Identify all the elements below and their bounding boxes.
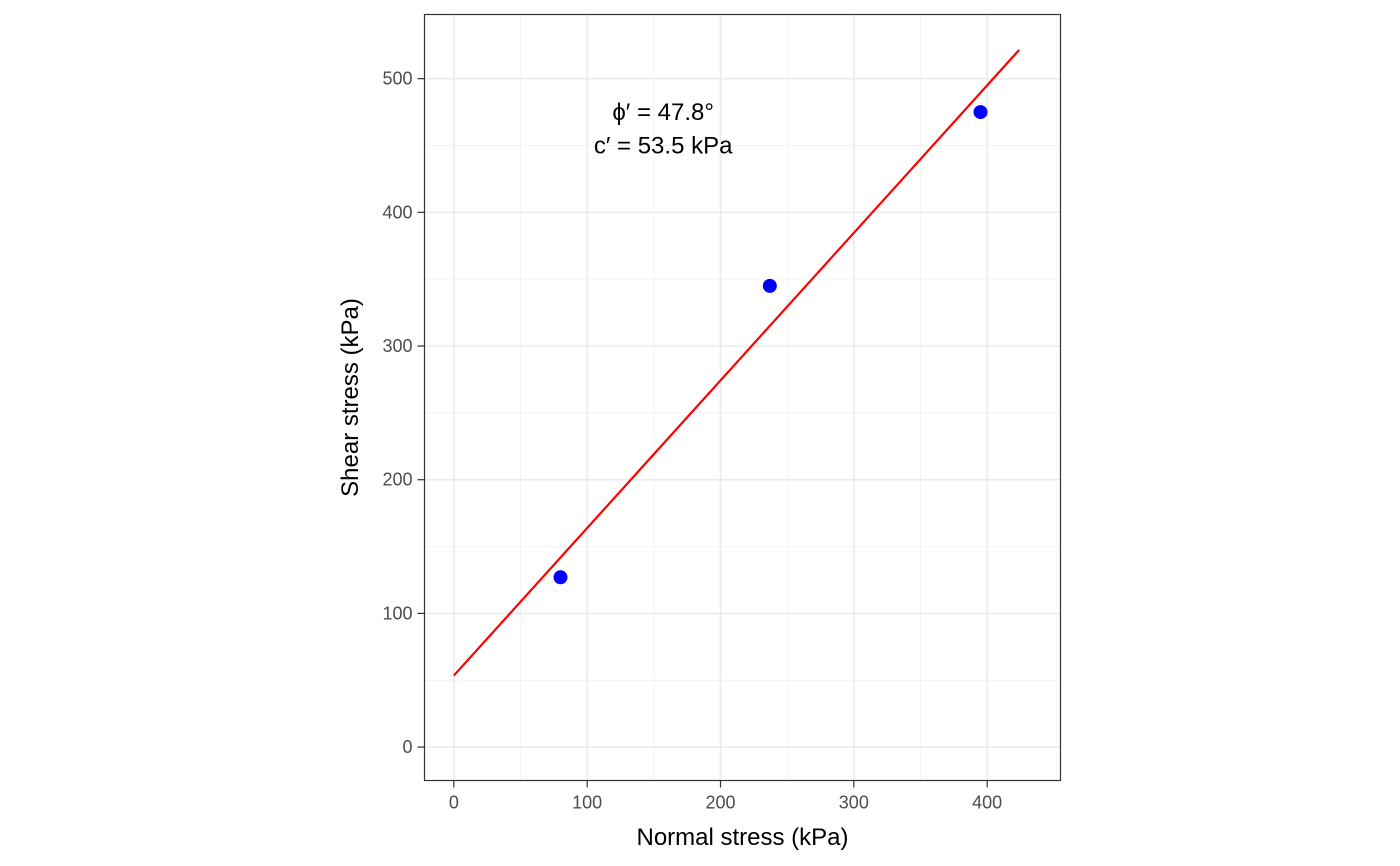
y-tick-label: 500 — [382, 69, 412, 89]
y-tick-label: 200 — [382, 470, 412, 490]
y-axis-ticks: 0 100 200 300 400 500 — [382, 69, 425, 757]
major-gridlines — [424, 14, 1061, 781]
y-tick-label: 0 — [402, 737, 412, 757]
x-tick-label: 0 — [449, 793, 459, 813]
y-axis-title: Shear stress (kPa) — [337, 298, 364, 497]
plot-panel-border — [423, 13, 1062, 782]
y-tick-label: 300 — [382, 336, 412, 356]
friction-angle-label: ϕ′ = 47.8° — [612, 99, 714, 126]
x-tick-label: 400 — [972, 793, 1002, 813]
data-point — [553, 570, 568, 585]
x-tick-label: 100 — [572, 793, 602, 813]
plot-panel-background — [424, 14, 1061, 781]
data-points-layer — [553, 105, 988, 585]
x-axis-title: Normal stress (kPa) — [636, 824, 848, 851]
annotation-layer: ϕ′ = 47.8° c′ = 53.5 kPa — [594, 99, 733, 159]
minor-gridlines — [424, 14, 1061, 781]
x-tick-label: 300 — [839, 793, 869, 813]
cohesion-label: c′ = 53.5 kPa — [594, 133, 733, 160]
x-tick-label: 200 — [705, 793, 735, 813]
y-tick-label: 400 — [382, 202, 412, 222]
fit-line-layer — [453, 49, 1020, 677]
fit-line — [453, 49, 1020, 677]
data-point — [762, 278, 777, 293]
data-point — [973, 105, 988, 120]
y-tick-label: 100 — [382, 603, 412, 623]
x-axis-ticks: 0 100 200 300 400 — [449, 780, 1002, 813]
